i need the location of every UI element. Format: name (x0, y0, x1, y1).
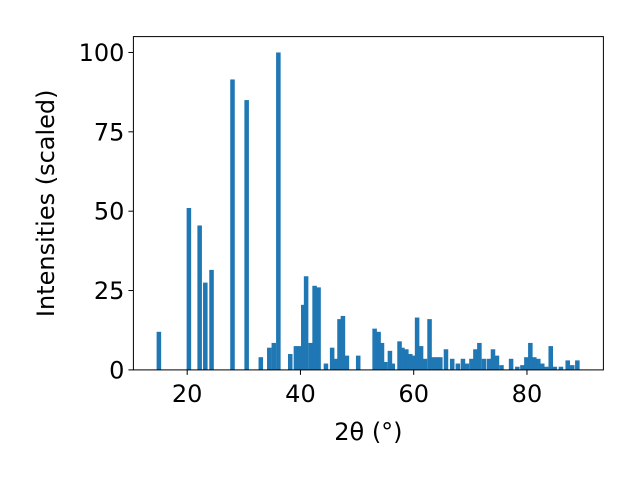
bar (532, 357, 537, 370)
bar (372, 328, 377, 370)
x-tick-label: 20 (172, 380, 203, 408)
bar (400, 347, 405, 370)
x-axis-label: 2θ (°) (334, 418, 402, 446)
bar (486, 358, 492, 370)
bar (565, 360, 570, 370)
bar (490, 349, 496, 370)
x-tick-label: 80 (512, 380, 543, 408)
bar (569, 365, 575, 370)
bar (430, 357, 436, 370)
bar (156, 331, 162, 370)
bar (443, 349, 449, 370)
y-tick-label: 100 (79, 39, 125, 67)
y-tick-label: 0 (109, 356, 124, 384)
bar (333, 358, 339, 370)
bar (390, 363, 396, 370)
bar (379, 342, 385, 370)
bar (404, 349, 409, 370)
bar (434, 357, 440, 370)
bar (548, 346, 554, 370)
bar (427, 319, 432, 370)
bar (418, 346, 424, 370)
bar (287, 354, 293, 370)
bar (499, 365, 504, 370)
bar (508, 358, 514, 370)
bar (411, 355, 416, 370)
bar (552, 366, 557, 370)
bar (520, 365, 525, 370)
bar (397, 341, 402, 370)
bar (477, 342, 482, 370)
y-tick-label: 50 (94, 198, 125, 226)
bars-group (156, 52, 580, 370)
bar (303, 276, 309, 370)
bar (316, 287, 321, 370)
bar (203, 282, 208, 370)
bar (543, 366, 549, 370)
bar (414, 317, 420, 370)
bar (464, 363, 470, 370)
bar (539, 363, 545, 370)
bar (536, 358, 541, 370)
bar (244, 100, 249, 370)
bar (558, 366, 564, 370)
y-axis-label: Intensities (scaled) (32, 89, 60, 317)
bar (575, 360, 580, 370)
bar (528, 342, 533, 370)
bar (293, 346, 299, 370)
bar (312, 285, 317, 370)
bar (267, 347, 272, 370)
bar (276, 52, 281, 370)
bar (186, 208, 192, 370)
x-axis-ticks: 20 40 60 80 (172, 369, 543, 408)
bar (469, 358, 474, 370)
bar (422, 358, 428, 370)
bar (209, 269, 214, 370)
bar (301, 304, 306, 370)
x-tick-label: 60 (398, 380, 429, 408)
bar (438, 357, 443, 370)
bar (230, 79, 235, 370)
bar (494, 355, 500, 370)
bar (376, 331, 381, 370)
bar (473, 349, 478, 370)
x-tick-label: 40 (285, 380, 316, 408)
bar (337, 319, 342, 370)
y-tick-label: 25 (94, 277, 125, 305)
bar (455, 363, 461, 370)
bar (460, 358, 466, 370)
bar (524, 357, 529, 370)
bar (258, 357, 264, 370)
bar (387, 350, 393, 370)
y-axis-ticks: 0 25 50 75 100 (79, 39, 134, 384)
bar (515, 366, 520, 370)
bar (308, 342, 313, 370)
plot-frame (132, 36, 604, 371)
bar (481, 358, 487, 370)
bar (408, 354, 413, 370)
bar (197, 225, 202, 370)
bar (449, 358, 455, 370)
bar (340, 315, 346, 370)
bar (344, 355, 350, 370)
bar (297, 346, 303, 370)
bar (355, 355, 361, 370)
bar (329, 347, 335, 370)
bar (323, 363, 329, 370)
bar (271, 342, 277, 370)
y-tick-label: 75 (94, 118, 125, 146)
bar (383, 361, 388, 370)
